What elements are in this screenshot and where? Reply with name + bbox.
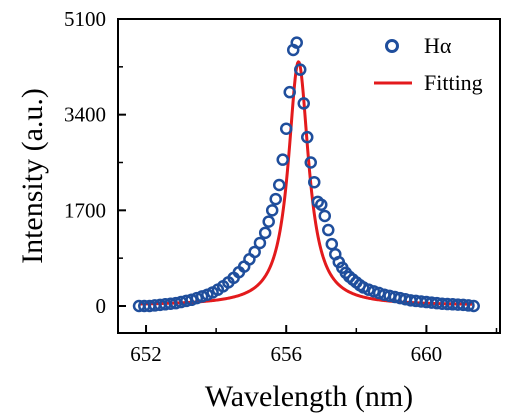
plot-area: 0 1700 3400 5100 652 656 660 <box>64 7 501 366</box>
x-tick-label: 660 <box>411 342 443 366</box>
data-point <box>265 204 279 217</box>
x-tick-label: 656 <box>270 342 302 366</box>
x-axis: 652 656 660 <box>130 325 498 366</box>
data-point <box>318 209 332 223</box>
data-point <box>293 63 307 76</box>
data-point <box>272 178 286 192</box>
data-point <box>276 153 289 166</box>
data-point <box>279 122 293 135</box>
data-point <box>258 226 272 240</box>
data-point <box>304 156 317 169</box>
y-axis: 0 1700 3400 5100 <box>64 7 126 318</box>
plot-frame <box>117 18 501 334</box>
legend: Hα Fitting <box>374 33 483 95</box>
data-point <box>325 237 339 251</box>
y-axis-title: Intensity (a.u.) <box>16 88 49 264</box>
data-point <box>308 175 321 189</box>
legend-marker-h-alpha <box>385 39 399 53</box>
data-point <box>467 299 480 313</box>
data-point <box>301 130 314 144</box>
data-point <box>297 97 310 110</box>
legend-label-fitting: Fitting <box>424 70 483 95</box>
y-tick-label: 0 <box>96 294 107 318</box>
data-point <box>248 245 261 259</box>
y-tick-label: 5100 <box>64 7 106 31</box>
y-tick-label: 1700 <box>64 198 106 222</box>
x-axis-title: Wavelength (nm) <box>205 380 413 413</box>
data-point <box>253 236 267 250</box>
data-point <box>315 198 328 211</box>
data-point <box>262 215 275 228</box>
x-tick-label: 652 <box>130 342 162 366</box>
data-point <box>462 299 475 312</box>
data-point <box>269 192 282 206</box>
legend-label-h-alpha: Hα <box>424 33 452 58</box>
data-point <box>290 36 303 49</box>
h-alpha-series <box>132 36 480 313</box>
y-tick-label: 3400 <box>64 103 106 127</box>
data-point <box>322 223 335 237</box>
data-point <box>283 85 296 99</box>
